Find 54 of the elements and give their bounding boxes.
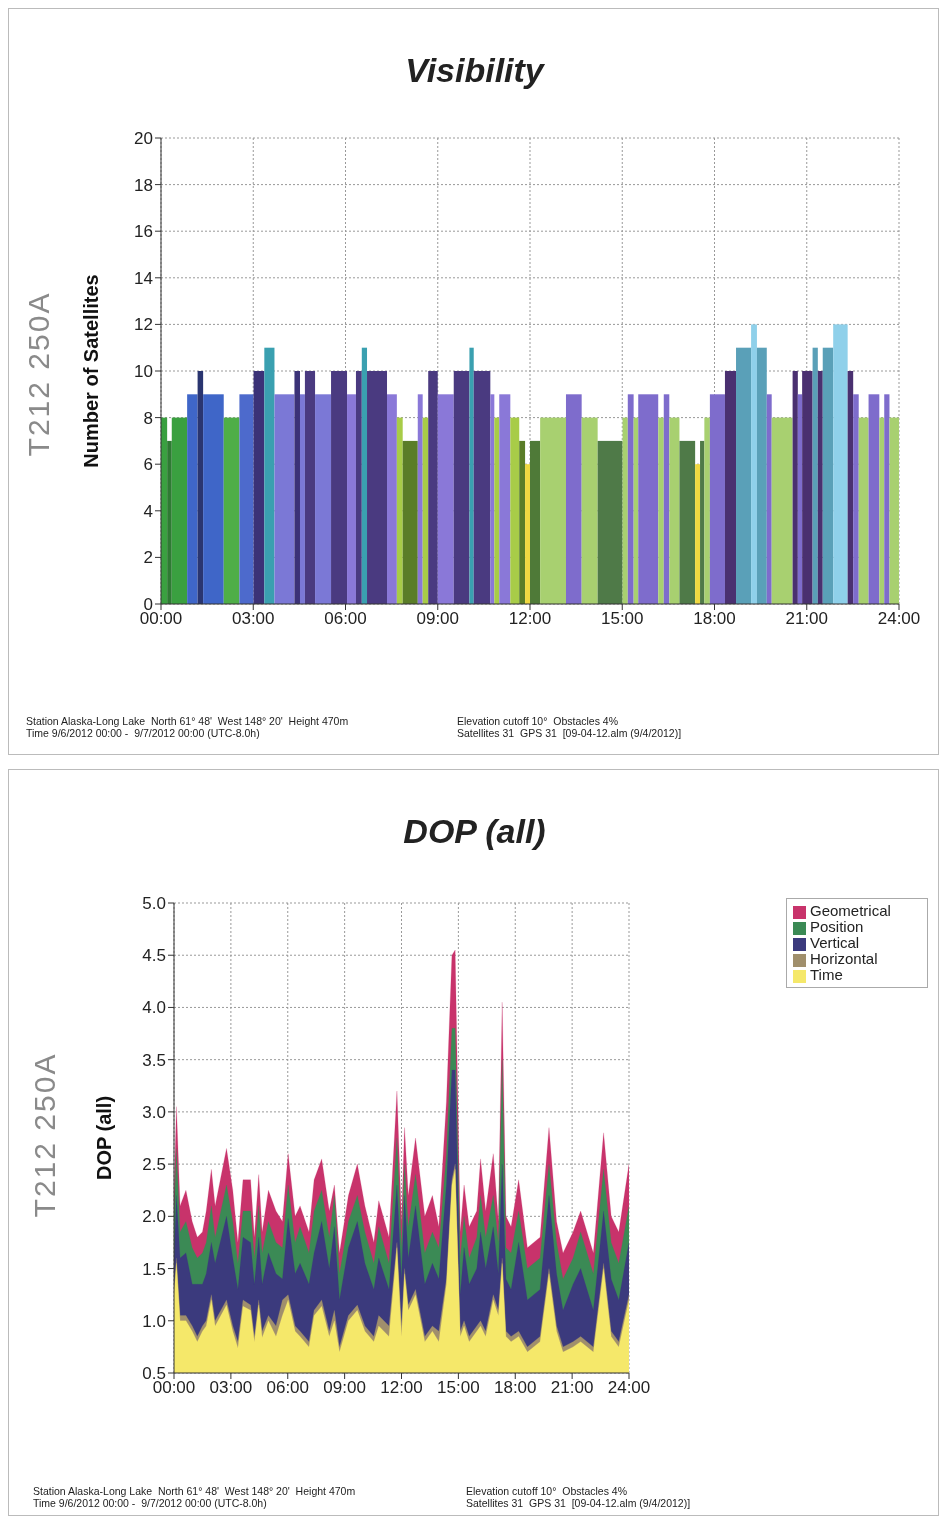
x-tick-label: 09:00 (416, 609, 460, 629)
y-tick-label: 8 (143, 408, 153, 428)
x-tick-label: 06:00 (324, 609, 367, 629)
legend-label: Vertical (810, 934, 860, 951)
text: Elevation cutoff 10° Obstacles 4% (466, 1485, 628, 1497)
legend-label: Horizontal (810, 950, 878, 967)
x-tick-label: 12:00 (508, 609, 552, 629)
text: T212 250A (28, 1052, 62, 1218)
text: Time 9/6/2012 00:00 - 9/7/2012 00:00 (UTC-8.0h) (33, 1497, 267, 1509)
text: Station Alaska-Long Lake North 61° 48' West 148° 20' Height 470m (33, 1485, 356, 1497)
text: Elevation cutoff 10° Obstacles 4% (457, 715, 619, 727)
x-tick-label: 24:00 (607, 1378, 651, 1398)
chart-title: DOP (all) (402, 812, 547, 851)
x-tick-label: 03:00 (231, 609, 275, 629)
x-tick-label: 15:00 (600, 609, 644, 629)
text: Satellites 31 GPS 31 [09-04-12.alm (9/4/2012)] (466, 1497, 691, 1509)
y-tick-label: 10 (134, 362, 153, 382)
y-tick-label: 2.0 (142, 1207, 166, 1227)
x-tick-label: 15:00 (437, 1378, 480, 1398)
x-tick-label: 18:00 (493, 1378, 537, 1398)
y-axis-title: DOP (all) (93, 1095, 116, 1181)
text: Station Alaska-Long Lake North 61° 48' West 148° 20' Height 470m (26, 715, 349, 727)
y-tick-label: 2.5 (142, 1155, 166, 1175)
y-tick-label: 16 (134, 222, 153, 242)
y-tick-label: 2 (143, 548, 153, 568)
text: Time 9/6/2012 00:00 - 9/7/2012 00:00 (UTC-8.0h) (26, 727, 260, 739)
x-tick-label: 24:00 (877, 609, 921, 629)
y-axis-title: Number of Satellites (80, 274, 103, 468)
y-tick-label: 4.0 (142, 998, 166, 1018)
x-tick-label: 06:00 (266, 1378, 310, 1398)
legend-label: Geometrical (810, 902, 891, 919)
x-tick-label: 21:00 (550, 1378, 594, 1398)
x-tick-label: 09:00 (323, 1378, 366, 1398)
x-tick-label: 18:00 (693, 609, 736, 629)
legend-label: Time (810, 966, 843, 983)
y-tick-label: 20 (134, 129, 153, 149)
y-tick-label: 18 (134, 175, 153, 195)
legend-label: Position (810, 918, 864, 935)
y-tick-label: 3.5 (142, 1050, 166, 1070)
y-tick-label: 14 (134, 268, 153, 288)
y-tick-label: 5.0 (142, 894, 166, 914)
x-tick-label: 12:00 (380, 1378, 423, 1398)
y-tick-label: 4.5 (142, 946, 166, 966)
x-tick-label: 03:00 (209, 1378, 253, 1398)
y-tick-label: 4 (143, 501, 153, 521)
y-tick-label: 1.5 (142, 1259, 166, 1279)
x-tick-label: 21:00 (785, 609, 829, 629)
y-tick-label: 6 (143, 455, 153, 475)
y-tick-label: 12 (134, 315, 153, 335)
chart-title: Visibility (404, 51, 546, 90)
text: T212 250A (22, 291, 56, 457)
y-tick-label: 3.0 (142, 1102, 166, 1122)
y-tick-label: 1.0 (142, 1311, 166, 1331)
text: Satellites 31 GPS 31 [09-04-12.alm (9/4/2012)] (457, 727, 682, 739)
